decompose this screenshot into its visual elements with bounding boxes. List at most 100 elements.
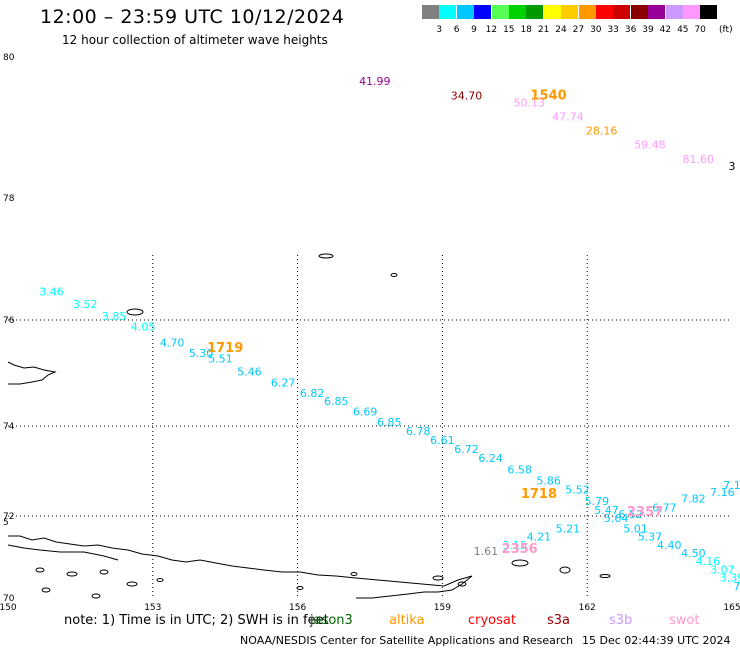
wave-height-label: 5.46 [237,366,262,379]
color-scale-unit: (ft) [719,25,733,35]
island-north [318,253,334,259]
lake-10 [432,575,444,581]
coastline-west-mainland [7,361,57,385]
wave-height-label: 6.58 [507,463,532,476]
map-subtitle: 12 hour collection of altimeter wave hei… [62,33,328,47]
wave-height-label: 47.74 [552,110,584,123]
wave-height-label: 7 [733,580,740,593]
axis-labels: 150 153 156 159 162 165 80 78 76 74 72 70 5 [0,53,740,613]
color-swatch [613,5,631,19]
track-number: 1719 [207,341,243,356]
lake-5 [41,587,51,593]
lat-label-70: 70 [3,594,15,604]
color-swatch [526,5,544,19]
legend-cryosat: cryosat [468,613,516,628]
wave-height-label: 3.39 [720,572,740,585]
color-scale-tick: 18 [520,25,532,35]
color-swatch [700,5,718,19]
wave-height-label: 7.16 [710,486,735,499]
wave-height-label: 3 [729,160,736,173]
color-scale-tick: 6 [453,25,460,35]
island-small [390,273,398,277]
lon-label-156: 156 [289,603,306,613]
color-swatch [683,5,700,19]
wave-height-label: 4.16 [696,555,721,568]
lon-label-162: 162 [579,603,596,613]
coastline-inlet [7,544,119,561]
wave-height-label: 7.82 [681,493,706,506]
wave-height-label: 5.64 [604,512,629,525]
color-scale-tick: 33 [607,25,619,35]
wave-height-label: 5.79 [585,495,610,508]
track-number-labels: 1540 1719 1718 2357 2356 [207,88,663,557]
color-swatch [630,5,648,19]
lake-1 [35,567,45,573]
credit-line: NOAA/NESDIS Center for Satellite Applica… [240,634,574,647]
color-scale-tick: 15 [503,25,515,35]
wave-height-label: 5.30 [189,347,214,360]
legend-swot: swot [669,613,700,628]
lake-11 [457,581,467,587]
lake-8 [296,586,304,590]
color-swatch [596,5,613,19]
wave-height-label: 41.99 [359,75,391,88]
lon-label-153: 153 [144,603,161,613]
color-swatch [439,5,457,19]
wave-height-label: 6.85 [377,416,402,429]
wave-height-label: 5.52 [565,484,590,497]
generated-timestamp: 15 Dec 02:44:39 UTC 2024 [582,634,731,647]
color-scale-tick: 42 [659,25,672,35]
track-number: 2356 [502,542,538,557]
color-scale-tick: 39 [642,25,654,35]
lake-7 [156,578,164,582]
footnote: note: 1) Time is in UTC; 2) SWH is in fe… [64,613,329,628]
color-scale-tick: 45 [677,25,689,35]
track-number: 1540 [530,88,566,103]
color-swatch [561,5,579,19]
color-swatch [422,5,439,19]
coastline [7,253,611,599]
color-scale-tick: 21 [537,25,550,35]
color-scale-tick: 27 [572,25,585,35]
wave-height-label: 6.78 [406,425,431,438]
wave-height-label: 4.21 [527,531,552,544]
wave-height-label: 81.60 [682,153,714,166]
legend-s3b: s3b [609,613,633,628]
wave-height-label: 6.27 [271,376,296,389]
wave-height-label: 4.50 [681,547,706,560]
color-scale-tick: 36 [624,25,637,35]
color-scale-tick: 30 [590,25,602,35]
coastline-siberian-shore [8,535,473,599]
legend-s3a: s3a [547,613,571,628]
lake-2 [66,571,78,577]
wave-height-label: 5.51 [208,352,233,365]
color-scale-tick: 3 [436,25,443,35]
wave-height-label: 5.47 [594,504,619,517]
lat-label-76: 76 [3,316,15,326]
wave-height-label: 5.37 [638,531,663,544]
lon-label-159: 159 [434,603,451,613]
wave-height-label: 4.40 [657,539,682,552]
wave-height-label: 6.85 [324,395,349,408]
grid-lines [8,255,732,598]
color-swatch [491,5,509,19]
color-scale-tick: 12 [485,25,498,35]
track-number: 1718 [521,487,557,502]
wave-height-label: 6.52 [618,508,643,521]
wave-height-label: 6.77 [652,502,677,515]
lake-9 [350,572,358,576]
wave-height-label: 50.13 [514,96,546,109]
wave-height-label: 4.05 [131,321,156,334]
lake-3 [99,569,109,575]
lon-label-150: 150 [0,603,17,613]
island-east [559,566,571,574]
island-ayon [511,559,529,567]
island-east-2 [599,574,611,578]
color-scale-tick: 24 [555,25,567,35]
wave-height-label: 3.52 [73,298,98,311]
wave-height-label: 6.82 [300,387,325,400]
color-swatch [456,5,474,19]
wave-height-label: 3.15 [503,539,528,552]
